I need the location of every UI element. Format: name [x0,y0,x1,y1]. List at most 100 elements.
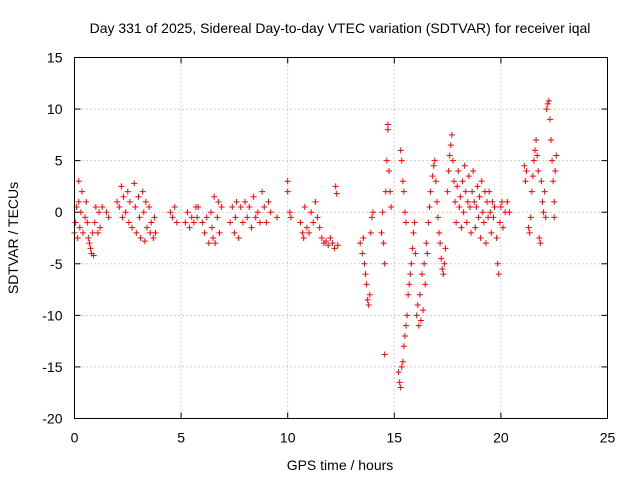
data-point [545,97,552,104]
data-point [433,198,440,205]
data-point [297,219,304,226]
data-point [478,178,485,185]
data-point [416,291,423,298]
data-point [215,198,222,205]
data-point [125,219,132,226]
data-point [466,204,473,211]
data-point [397,147,404,154]
data-point [399,358,406,365]
data-point [470,167,477,174]
data-point [96,209,103,216]
data-point [364,296,371,303]
data-point [436,229,443,236]
data-point [525,224,532,231]
data-point [78,188,85,195]
data-point [432,178,439,185]
data-point [399,178,406,185]
data-point [76,224,83,231]
y-tick-label: 10 [47,101,63,117]
data-point [182,219,189,226]
data-point [131,180,138,187]
data-point [124,188,131,195]
data-point [211,193,218,200]
data-point [259,188,266,195]
data-point [435,214,442,221]
data-point [407,271,414,278]
y-axis-label: SDTVAR / TECUs [5,182,21,294]
data-point [474,183,481,190]
data-marks [71,97,560,391]
data-point [195,204,202,211]
data-point [450,178,457,185]
data-point [378,229,385,236]
data-point [84,219,91,226]
data-point [422,281,429,288]
data-point [232,214,239,221]
ticks-layer: 0 5 10 15 20 25 -20 -15 -10 -5 0 5 10 15 [42,50,615,446]
data-point [89,229,96,236]
data-point [194,214,201,221]
y-tick-label: 0 [55,204,63,220]
data-point [412,250,419,257]
data-point [521,162,528,169]
data-point [150,235,157,241]
data-point [471,198,478,205]
data-point [248,224,255,231]
data-point [479,209,486,216]
data-point [146,204,153,211]
data-point [205,240,212,247]
data-point [306,229,313,236]
data-point [536,235,543,241]
data-point [256,219,263,226]
data-point [188,214,195,221]
x-tick-label: 0 [71,430,79,446]
data-point [72,219,79,226]
data-point [77,209,84,216]
data-point [242,198,249,205]
data-point [396,379,403,386]
data-point [411,219,418,226]
data-point [543,106,550,113]
data-point [368,214,375,221]
y-tick-label: 15 [47,50,63,66]
data-point [504,198,511,205]
data-point [487,209,494,216]
data-point [491,204,498,211]
data-point [469,188,476,195]
data-point [419,271,426,278]
data-point [459,178,466,185]
data-point [132,204,139,211]
data-point [497,204,504,211]
data-point [201,229,208,236]
chart-title: Day 331 of 2025, Sidereal Day-to-day VTE… [90,20,591,36]
data-point [539,198,546,205]
data-point [214,214,221,221]
data-point [384,121,391,128]
data-point [362,271,369,278]
data-point [542,214,549,221]
data-point [457,193,464,200]
data-point [460,209,467,216]
data-point [233,198,240,205]
data-point [365,302,372,309]
data-point [384,126,391,133]
data-point [398,157,405,164]
data-point [363,281,370,288]
data-point [246,204,253,211]
data-point [308,209,315,216]
data-point [80,229,87,236]
data-point [184,209,191,216]
data-point [118,183,125,190]
data-point [506,209,513,216]
data-point [169,214,176,221]
data-point [551,198,558,205]
data-point [284,178,291,185]
data-point [527,214,534,221]
data-point [553,152,560,159]
data-point [263,219,270,226]
data-point [464,198,471,205]
data-point [552,167,559,174]
data-point [367,229,374,236]
data-point [526,229,533,236]
